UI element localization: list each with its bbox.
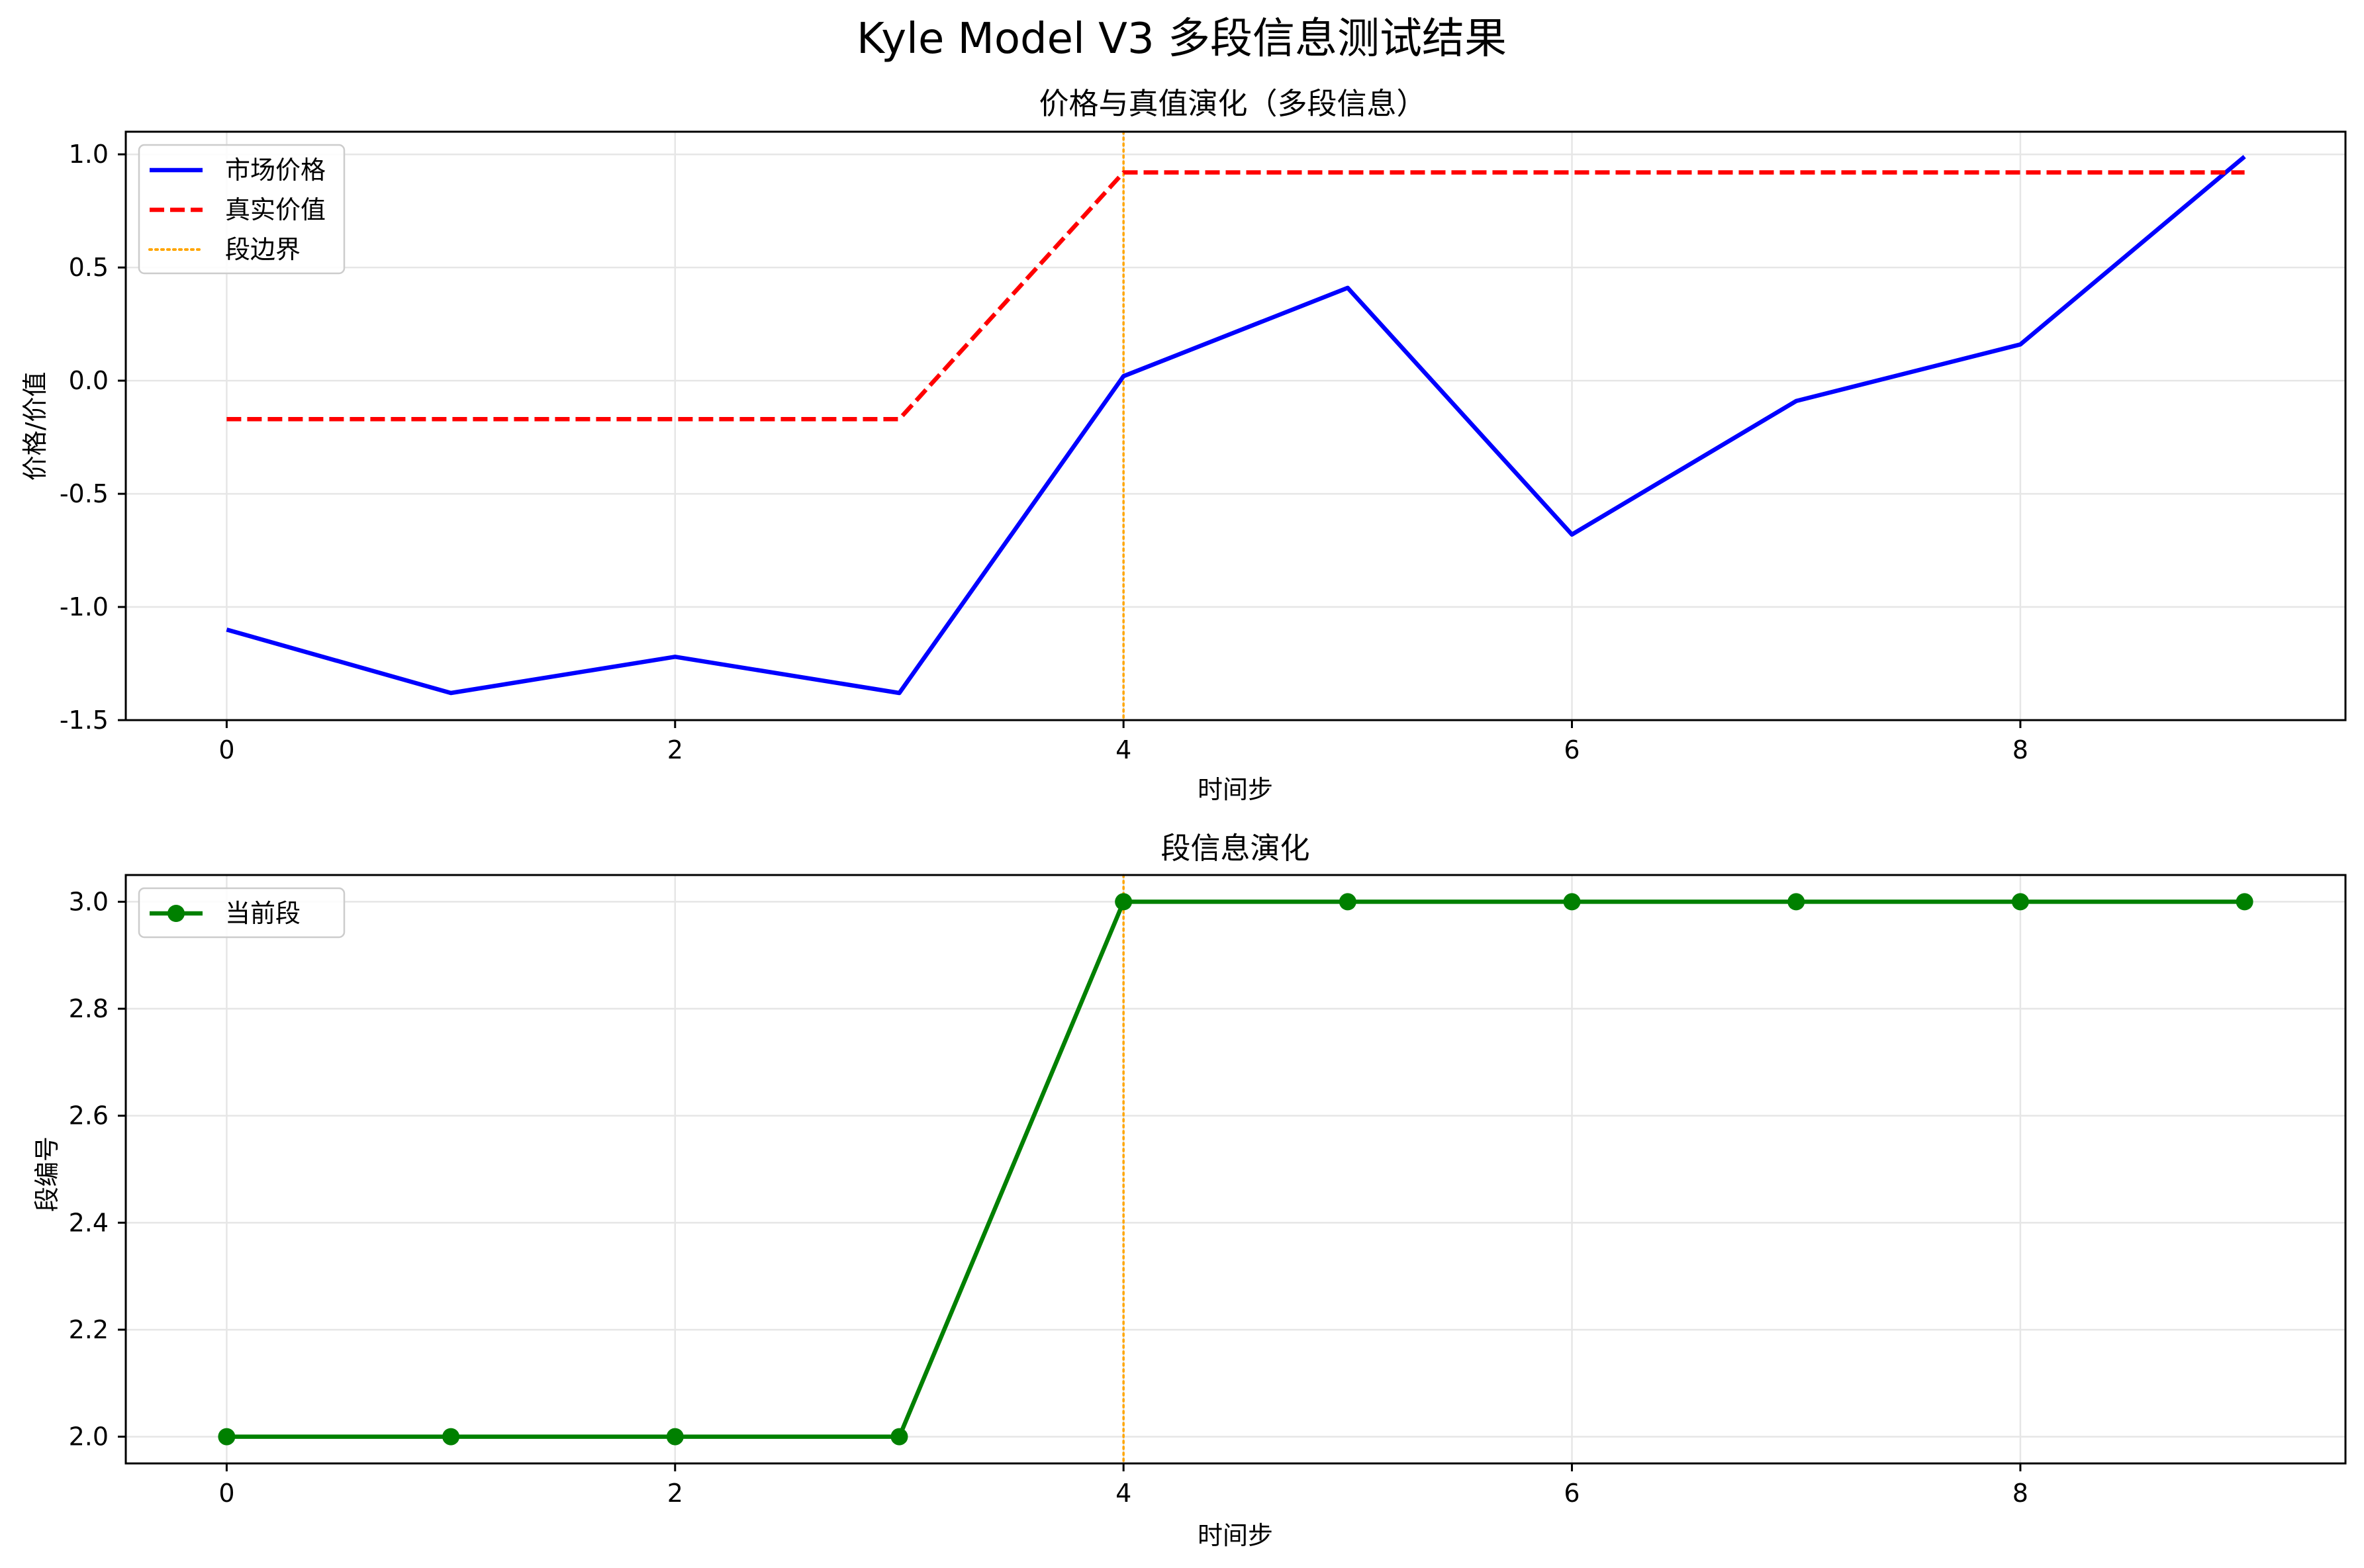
x-ticks: 0 2 4 6 8	[218, 1463, 2028, 1508]
plot-frame	[124, 130, 2347, 721]
x-axis-label: 时间步	[1198, 775, 1273, 804]
y-axis-label: 价格/价值	[21, 372, 50, 481]
y-tick-label: 0.5	[69, 253, 109, 282]
legend-label: 段边界	[225, 235, 301, 264]
legend-box	[138, 144, 346, 275]
plot-frame	[124, 874, 2347, 1465]
data-point	[2236, 893, 2253, 911]
series-line	[226, 899, 2245, 1439]
data-point	[1787, 893, 1805, 911]
legend-marker	[167, 905, 185, 922]
segment-panel: 段信息演化 0 2 4 6 8 3.0 2.8 2.6 2.4 2.2 2.0 时间步 段编号 当…	[32, 831, 2347, 1550]
legend-label: 市场价格	[225, 156, 326, 185]
y-tick-label: 0.0	[69, 366, 109, 395]
y-tick-label: 2.0	[69, 1422, 109, 1452]
x-tick-label: 4	[1115, 1479, 1131, 1508]
data-point	[1563, 893, 1581, 911]
x-tick-label: 4	[1115, 735, 1131, 764]
y-tick-label: 2.6	[69, 1101, 109, 1130]
series-lines	[226, 155, 2246, 696]
legend-box	[138, 887, 346, 939]
figure-title: Kyle Model V3 多段信息测试结果	[857, 15, 1507, 64]
legend-label: 真实价值	[225, 195, 326, 224]
x-tick-label: 6	[1564, 1479, 1580, 1508]
y-tick-label: 2.4	[69, 1208, 109, 1237]
data-point	[442, 1428, 460, 1446]
x-axis-label: 时间步	[1198, 1521, 1273, 1550]
legend: 当前段	[138, 887, 346, 939]
y-tick-label: 2.2	[69, 1315, 109, 1344]
chart-title: 价格与真值演化（多段信息）	[1039, 86, 1426, 121]
x-ticks: 0 2 4 6 8	[218, 720, 2028, 764]
data-point	[1115, 893, 1133, 911]
y-tick-label: 1.0	[69, 140, 109, 169]
x-tick-label: 8	[2012, 1479, 2028, 1508]
grid	[126, 875, 2345, 1463]
y-tick-label: -1.0	[60, 592, 109, 622]
x-tick-label: 6	[1564, 735, 1580, 764]
legend-label: 当前段	[225, 899, 301, 928]
y-axis-label: 段编号	[32, 1136, 62, 1212]
data-point	[2011, 893, 2029, 911]
chart-title: 段信息演化	[1160, 831, 1309, 866]
price-value-panel: 价格与真值演化（多段信息） 0 2 4 6 8 1.0 0.5 0.0 -0.5 -1.0 -1.…	[21, 86, 2347, 804]
x-tick-label: 0	[218, 1479, 234, 1508]
data-point	[1339, 893, 1356, 911]
data-point	[666, 1428, 684, 1446]
x-tick-label: 8	[2012, 735, 2028, 764]
y-tick-label: -1.5	[60, 706, 109, 735]
x-tick-label: 2	[667, 1479, 683, 1508]
data-point	[218, 1428, 236, 1446]
x-tick-label: 0	[218, 735, 234, 764]
data-point	[890, 1428, 908, 1446]
y-tick-label: -0.5	[60, 479, 109, 508]
series-line	[226, 170, 2245, 422]
y-tick-label: 2.8	[69, 994, 109, 1023]
grid	[126, 132, 2345, 721]
series-line	[226, 155, 2246, 696]
y-ticks: 1.0 0.5 0.0 -0.5 -1.0 -1.5	[60, 140, 126, 735]
y-tick-label: 3.0	[69, 887, 109, 916]
y-ticks: 3.0 2.8 2.6 2.4 2.2 2.0	[69, 887, 126, 1452]
x-tick-label: 2	[667, 735, 683, 764]
series-lines	[218, 893, 2253, 1446]
